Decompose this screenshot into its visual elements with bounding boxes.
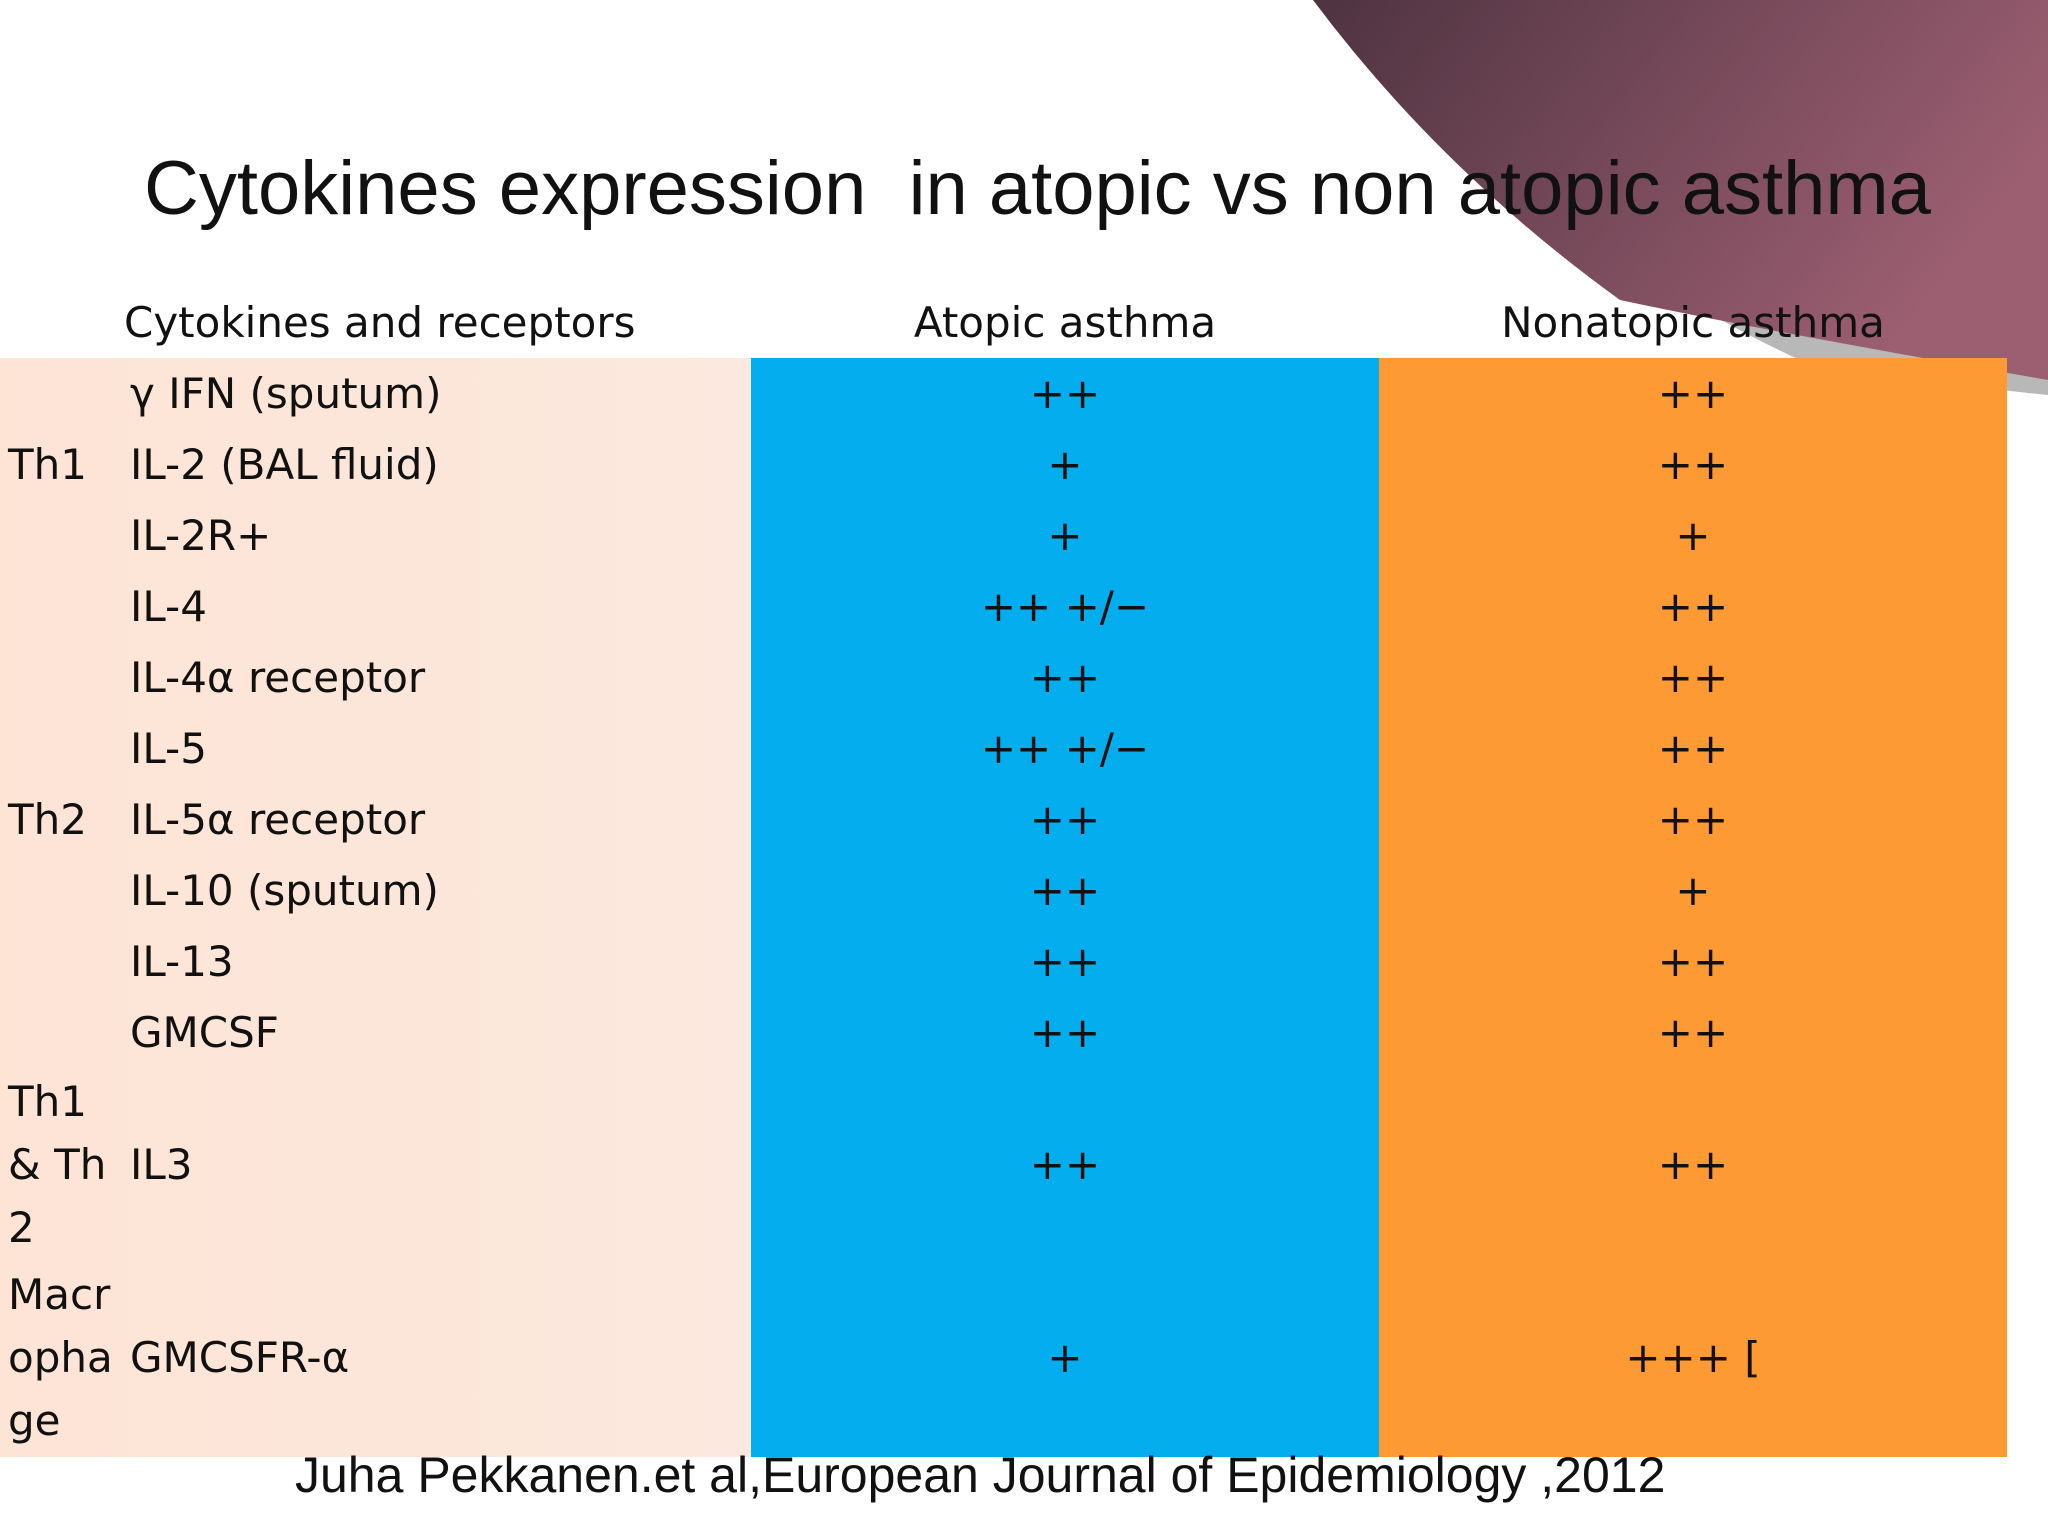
label-column	[0, 358, 751, 1457]
cytokine: IL-13	[130, 937, 234, 986]
atopic-value: ++	[1029, 1008, 1101, 1057]
atopic-value: ++	[1029, 866, 1101, 915]
cytokine: GMCSFR-α	[130, 1333, 350, 1382]
swoosh	[1313, 0, 2048, 380]
nonatopic-value: ++	[1657, 1008, 1729, 1057]
nonatopic-value: +	[1675, 511, 1711, 560]
nonatopic-value: +++ [	[1625, 1333, 1761, 1382]
group-label: Macrophage	[8, 1270, 113, 1445]
cytokine: GMCSF	[130, 1008, 279, 1057]
nonatopic-value: ++	[1657, 653, 1729, 702]
group-label: Th2	[8, 795, 87, 844]
atopic-value: +	[1047, 1333, 1083, 1382]
nonatopic-value: ++	[1657, 1140, 1729, 1189]
cytokine: IL-4	[130, 582, 207, 631]
title: Cytokines expression in atopic vs non at…	[144, 146, 1931, 231]
nonatopic-value: ++	[1657, 582, 1729, 631]
cytokine: IL-4α receptor	[130, 653, 426, 702]
atopic-value: ++	[1029, 937, 1101, 986]
atopic-column	[751, 358, 1379, 1457]
nonatopic-value: ++	[1657, 369, 1729, 418]
cytokine: IL-2 (BAL fluid)	[130, 440, 439, 489]
nonatopic-value: +	[1675, 866, 1711, 915]
cytokine: γ IFN (sputum)	[130, 369, 442, 418]
column-header: Atopic asthma	[913, 298, 1217, 347]
cytokine: IL-2R+	[130, 511, 272, 560]
atopic-value: ++	[1029, 369, 1101, 418]
decoration	[1313, 0, 2048, 395]
cytokine: IL-10 (sputum)	[130, 866, 439, 915]
citation: Juha Pekkanen.et al,European Journal of …	[295, 1447, 1666, 1503]
nonatopic-value: ++	[1657, 937, 1729, 986]
cytokine: IL-5α receptor	[130, 795, 426, 844]
atopic-value: ++	[1029, 795, 1101, 844]
atopic-value: ++	[1029, 1140, 1101, 1189]
nonatopic-value: ++	[1657, 795, 1729, 844]
cytokine: IL3	[130, 1140, 193, 1189]
nonatopic-value: ++	[1657, 440, 1729, 489]
column-header: Cytokines and receptors	[124, 298, 636, 347]
cytokine: IL-5	[130, 724, 207, 773]
nonatopic-column	[1379, 358, 2007, 1457]
group-label: Th1	[8, 440, 87, 489]
nonatopic-value: ++	[1657, 724, 1729, 773]
atopic-value: ++ +/−	[980, 582, 1150, 631]
atopic-value: ++	[1029, 653, 1101, 702]
column-header: Nonatopic asthma	[1501, 298, 1885, 347]
atopic-value: ++ +/−	[980, 724, 1150, 773]
atopic-value: +	[1047, 511, 1083, 560]
group-label: Th1 & Th2	[8, 1077, 107, 1252]
atopic-value: +	[1047, 440, 1083, 489]
